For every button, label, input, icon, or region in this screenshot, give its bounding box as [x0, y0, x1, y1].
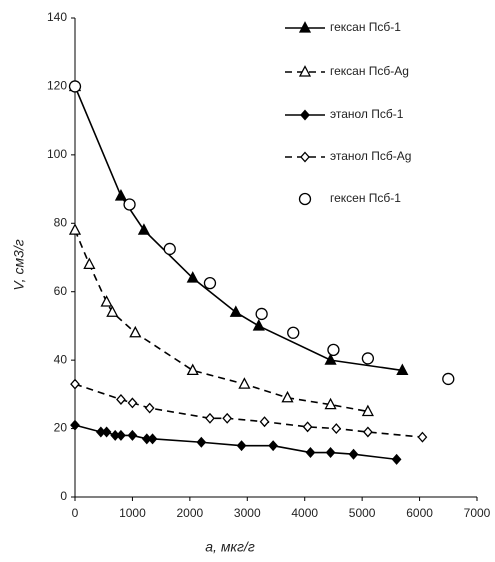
marker [196, 436, 207, 448]
y-tick-label: 80 [54, 215, 68, 229]
marker [127, 397, 138, 409]
marker [100, 295, 113, 307]
marker [331, 423, 342, 435]
marker [144, 402, 155, 414]
trend-line [74, 86, 403, 372]
x-tick-label: 3000 [234, 506, 261, 520]
x-tick-label: 2000 [177, 506, 204, 520]
marker [298, 65, 312, 77]
marker [417, 431, 428, 443]
marker [163, 242, 176, 256]
marker [123, 198, 136, 211]
marker [186, 271, 199, 283]
y-axis-label: V, см3/г [11, 239, 27, 290]
marker [101, 426, 112, 438]
marker [116, 394, 126, 405]
x-tick-label: 7000 [464, 506, 491, 520]
marker [298, 21, 312, 33]
legend-label: гексан Псб-Ag [330, 64, 409, 78]
legend-label: гексен Псб-1 [330, 191, 401, 205]
y-tick-label: 120 [47, 79, 67, 93]
marker [300, 109, 310, 121]
marker [361, 404, 374, 417]
legend-label: этанол Псб-Ag [330, 149, 411, 163]
marker [300, 151, 310, 163]
marker [116, 429, 126, 441]
marker [327, 343, 340, 357]
marker [268, 440, 278, 452]
marker [83, 257, 96, 269]
y-tick-label: 40 [54, 352, 68, 366]
marker [127, 429, 138, 441]
x-tick-label: 0 [72, 506, 79, 520]
marker [147, 433, 158, 445]
trend-line [74, 229, 369, 413]
marker [137, 223, 150, 235]
marker [186, 363, 199, 376]
x-tick-label: 1000 [119, 506, 146, 520]
marker [396, 363, 409, 376]
marker [298, 192, 312, 206]
marker [236, 440, 247, 452]
marker [391, 453, 402, 465]
marker [324, 397, 337, 410]
marker [325, 447, 336, 458]
marker [361, 352, 375, 365]
y-tick-label: 140 [47, 10, 67, 24]
marker [259, 416, 270, 428]
x-tick-label: 6000 [406, 506, 433, 520]
marker [114, 189, 128, 201]
marker [252, 319, 265, 331]
y-tick-label: 0 [60, 489, 67, 503]
marker [238, 377, 251, 389]
marker [222, 412, 233, 424]
marker [68, 80, 82, 93]
legend-label: гексан Псб-1 [330, 20, 401, 34]
marker [129, 325, 142, 338]
y-tick-label: 100 [47, 147, 67, 161]
marker [255, 307, 268, 321]
marker [363, 426, 373, 438]
marker [205, 412, 215, 424]
legend-label: этанол Псб-1 [330, 107, 404, 121]
x-axis-label: a, мкг/г [205, 539, 255, 555]
marker [305, 447, 316, 458]
x-tick-label: 5000 [349, 506, 376, 520]
marker [281, 390, 294, 403]
marker [68, 223, 82, 235]
marker [302, 421, 313, 433]
y-tick-label: 20 [54, 421, 68, 435]
marker [324, 353, 337, 365]
y-tick-label: 60 [54, 284, 68, 298]
marker [106, 305, 119, 317]
marker [348, 448, 359, 460]
x-tick-label: 4000 [291, 506, 318, 520]
marker [70, 419, 80, 431]
marker [70, 378, 80, 390]
marker [442, 372, 455, 386]
marker [203, 277, 217, 290]
marker [287, 326, 300, 339]
marker [229, 305, 242, 317]
